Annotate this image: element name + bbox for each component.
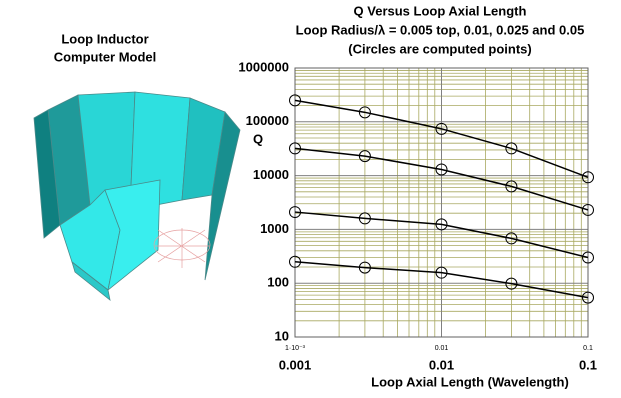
x-axis-label: Loop Axial Length (Wavelength)	[371, 374, 569, 389]
y-axis-label: Q	[253, 131, 263, 146]
y-tick-label: 10	[275, 328, 289, 343]
figure: Loop Inductor Computer Model Q Versus Lo…	[0, 0, 621, 398]
loop-model	[34, 92, 240, 300]
x-tick-label: 0.01	[429, 357, 454, 372]
model-caption: Loop Inductor	[61, 31, 148, 46]
x-tick-label: 0.1	[579, 357, 597, 372]
chart-title: Q Versus Loop Axial Length	[354, 3, 527, 18]
y-tick-label: 100000	[246, 113, 289, 128]
x-tick-label: 0.001	[279, 357, 312, 372]
y-tick-label: 100	[267, 275, 289, 290]
x-small-tick-label: 1·10⁻³	[285, 345, 306, 352]
y-tick-label: 1000000	[238, 59, 289, 74]
x-small-tick-label: 0.1	[583, 345, 593, 352]
model-caption: Computer Model	[54, 49, 157, 64]
y-tick-label: 1000	[260, 221, 289, 236]
x-small-tick-label: 0.01	[435, 345, 449, 352]
chart-title: Loop Radius/λ = 0.005 top, 0.01, 0.025 a…	[296, 22, 585, 37]
y-tick-label: 10000	[253, 167, 289, 182]
chart-title: (Circles are computed points)	[348, 41, 531, 56]
